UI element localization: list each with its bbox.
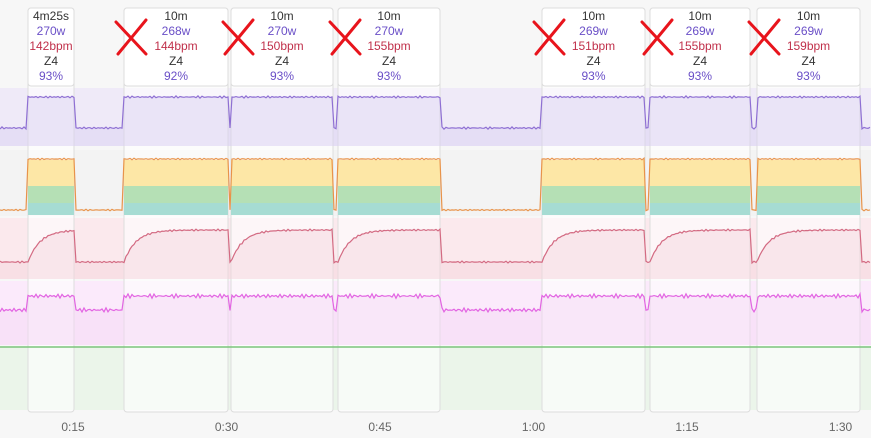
cadence-trace [0,291,871,314]
interval-duration: 10m [688,9,711,23]
zone-fill [757,203,860,215]
interval-zone: Z4 [801,54,815,68]
power-trace [0,94,871,131]
interval-duration: 10m [582,9,605,23]
interval-power: 269w [794,24,823,38]
red-cross [114,18,148,56]
interval-hr: 150bpm [260,39,303,53]
zone-fill [231,203,333,215]
red-cross [532,18,566,56]
interval-percent: 93% [796,69,820,83]
power-trace-area [0,95,871,146]
zone-trace [0,156,871,212]
zone-fill [124,186,228,203]
interval-power: 270w [375,24,404,38]
interval-zone: Z4 [44,54,58,68]
zone-fill [542,186,645,203]
zone-fill [542,203,645,215]
interval-hr: 151bpm [572,39,615,53]
red-cross [640,18,674,56]
interval-zone: Z4 [382,54,396,68]
zone-fill [757,186,860,203]
interval-percent: 93% [688,69,712,83]
interval-duration: 10m [377,9,400,23]
interval-hr: 142bpm [29,39,72,53]
interval-power: 270w [37,24,66,38]
zone-fill [124,160,228,186]
interval-labels: 4m25s270w142bpmZ493%10m268w144bpmZ492%10… [27,7,861,87]
zone-fill [650,203,750,215]
interval-header [27,7,75,87]
zone-fill [650,186,750,203]
interval-power: 269w [579,24,608,38]
zone-fill [28,203,74,215]
interval-hr: 159bpm [787,39,830,53]
time-tick-label: 0:30 [215,420,239,434]
zone-fill [28,186,74,203]
zone-fill [650,160,750,186]
zone-fill [338,203,440,215]
interval-zone: Z4 [275,54,289,68]
zone-fill [231,160,333,186]
interval-duration: 10m [164,9,187,23]
hr-trace [0,227,871,265]
interval-duration: 10m [270,9,293,23]
interval-zone: Z4 [169,54,183,68]
zone-fill [124,203,228,215]
zone-fill [338,160,440,186]
interval-duration: 4m25s [33,9,69,23]
time-axis: 0:15 0:30 0:45 1:00 1:15 1:30 [61,420,852,434]
time-tick-label: 1:30 [829,420,853,434]
time-tick-label: 1:15 [675,420,699,434]
interval-percent: 93% [270,69,294,83]
zone-fill [542,160,645,186]
interval-power: 268w [162,24,191,38]
red-cross [221,18,255,56]
red-cross [747,18,781,56]
interval-hr: 155bpm [367,39,410,53]
interval-percent: 92% [164,69,188,83]
zone-fill [338,186,440,203]
cadence-trace-area [0,293,871,345]
zone-fill [757,160,860,186]
zone-fill [231,186,333,203]
interval-zone: Z4 [586,54,600,68]
time-tick-label: 1:00 [522,420,546,434]
hr-trace-area [0,229,871,279]
interval-hr: 155bpm [678,39,721,53]
interval-power: 269w [686,24,715,38]
interval-percent: 93% [377,69,401,83]
interval-percent: 93% [581,69,605,83]
zone-fill [28,160,74,186]
time-tick-label: 0:15 [61,420,85,434]
interval-percent: 93% [39,69,63,83]
interval-hr: 144bpm [154,39,197,53]
interval-duration: 10m [797,9,820,23]
traces [0,94,871,348]
time-tick-label: 0:45 [368,420,392,434]
interval-power: 270w [268,24,297,38]
red-cross [328,18,362,56]
interval-zone: Z4 [693,54,707,68]
